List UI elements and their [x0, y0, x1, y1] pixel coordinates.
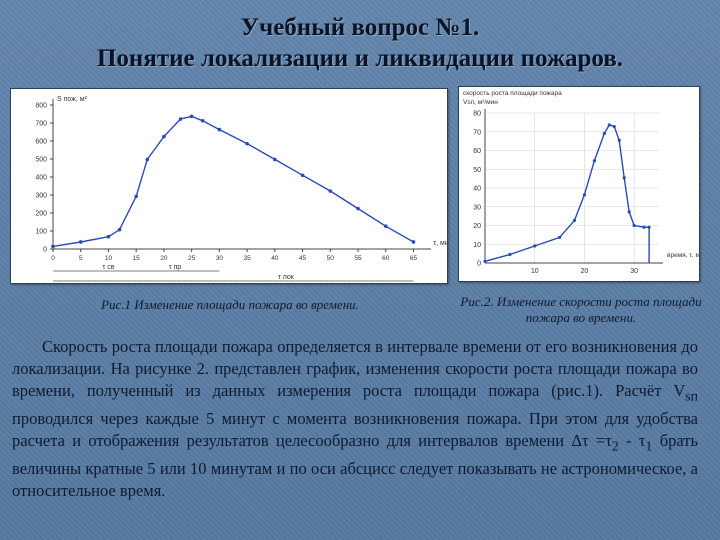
body-text-part-2: проводился через каждые 5 минут с момент… [12, 408, 698, 451]
rate-point [592, 159, 596, 163]
rate-point [508, 252, 512, 257]
y-tick-label: 20 [473, 223, 481, 230]
rate-point [647, 225, 651, 229]
y-axis-label: Vsп, м²/мин [463, 99, 498, 106]
y-tick-label: 800 [35, 103, 47, 110]
body-subscript-3: 1 [645, 438, 653, 454]
rate-point [632, 223, 636, 228]
title-line-1: Учебный вопрос №1. [240, 14, 480, 41]
y-tick-label: 60 [473, 148, 481, 155]
figure-1-panel: S пож, м² 800 700 600 500 400 300 200 100 0 0 5 10 15… [10, 88, 448, 284]
rate-series-line [484, 124, 650, 263]
body-subscript-1: sп [685, 388, 698, 404]
x-tick-label: 25 [188, 255, 196, 262]
area-point [178, 117, 183, 121]
area-point [106, 234, 111, 239]
slide-title: Учебный вопрос №1. Понятие локализации и… [0, 12, 720, 74]
y-tick-label: 0 [477, 261, 481, 268]
area-point [411, 240, 416, 244]
body-paragraph: Скорость роста площади пожара определяет… [12, 336, 698, 502]
y-tick-label: 400 [35, 175, 47, 182]
rate-point [582, 193, 587, 197]
area-series-line [52, 115, 414, 248]
x-tick-label: 35 [243, 255, 251, 262]
area-point [217, 127, 222, 132]
x-tick-label: 60 [382, 255, 390, 262]
rate-point [617, 138, 621, 142]
area-point [383, 224, 388, 228]
area-point [189, 114, 194, 119]
x-tick-label: 0 [51, 255, 55, 262]
chart-title: скорость роста площади пожара [463, 90, 562, 97]
rate-point [557, 235, 562, 240]
area-point [145, 157, 150, 162]
y-tick-label: 70 [473, 129, 481, 136]
fire-rate-chart: скорость роста площади пожара Vsп, м²/мин… [463, 90, 699, 275]
area-point [328, 189, 333, 193]
x-tick-label: 20 [160, 255, 168, 262]
area-point [273, 157, 277, 162]
y-tick-label: 300 [35, 193, 47, 200]
rate-point [607, 123, 611, 127]
area-point [162, 134, 166, 139]
body-subscript-2: 2 [611, 438, 619, 454]
body-text-part-1: Скорость роста площади пожара определяет… [12, 337, 698, 401]
figure-2-panel: скорость роста площади пожара Vsп, м²/мин… [458, 86, 700, 282]
x-axis-label: τ, мин [433, 240, 447, 247]
y-tick-label: 100 [35, 229, 47, 236]
x-axis-label: время, τ, мин [667, 252, 699, 259]
area-point [117, 227, 122, 232]
body-text-part-4: брать величины кратные 5 или 10 минутам … [12, 431, 699, 500]
y-tick-label: 500 [35, 157, 47, 164]
title-line-2: Понятие локализации и ликвидации пожаров… [96, 45, 624, 72]
x-tick-label: 65 [410, 255, 418, 262]
x-tick-label: 10 [531, 268, 539, 275]
area-point [51, 244, 55, 249]
x-tick-label: 45 [299, 255, 307, 262]
y-tick-label: 600 [35, 139, 47, 146]
y-tick-label: 0 [43, 247, 47, 254]
fire-area-chart: S пож, м² 800 700 600 500 400 300 200 100 00 5 10 15… [35, 96, 447, 282]
marker-label: τ лок [278, 274, 295, 281]
y-tick-label: 80 [473, 111, 481, 118]
y-tick-label: 700 [35, 121, 47, 128]
x-tick-label: 40 [271, 255, 279, 262]
area-point [245, 141, 249, 146]
marker-label: τ пр [169, 264, 182, 271]
rate-point [627, 210, 631, 214]
area-point [200, 119, 205, 123]
y-tick-label: 200 [35, 211, 47, 218]
area-point [300, 173, 305, 178]
x-tick-label: 10 [105, 255, 113, 262]
x-tick-label: 50 [327, 255, 335, 262]
y-tick-label: 30 [473, 204, 481, 211]
x-tick-label: 15 [133, 255, 141, 262]
x-tick-label: 20 [581, 268, 589, 275]
x-tick-label: 30 [630, 268, 638, 275]
x-tick-label: 5 [79, 255, 83, 262]
area-point [78, 240, 83, 244]
rate-point [572, 218, 577, 222]
x-tick-label: 30 [216, 255, 224, 262]
y-tick-label: 10 [473, 242, 481, 249]
area-point [134, 194, 138, 199]
rate-point [483, 259, 487, 263]
y-tick-label: 50 [473, 167, 481, 174]
y-tick-label: 40 [473, 186, 481, 193]
body-text-part-3: - τ [618, 431, 646, 451]
x-tick-label: 55 [354, 255, 362, 262]
rate-point [602, 131, 606, 136]
y-axis-label: S пож, м² [57, 96, 88, 103]
marker-label: τ св [102, 264, 114, 271]
rate-point [642, 225, 646, 229]
rate-point [612, 125, 616, 129]
figure-2-caption: Рис.2. Изменение скорости роста площади … [460, 294, 702, 325]
rate-point [622, 176, 626, 180]
figure-1-caption: Рис.1 Изменение площади пожара во времен… [101, 297, 359, 312]
area-point [356, 206, 360, 211]
rate-point [533, 244, 537, 248]
